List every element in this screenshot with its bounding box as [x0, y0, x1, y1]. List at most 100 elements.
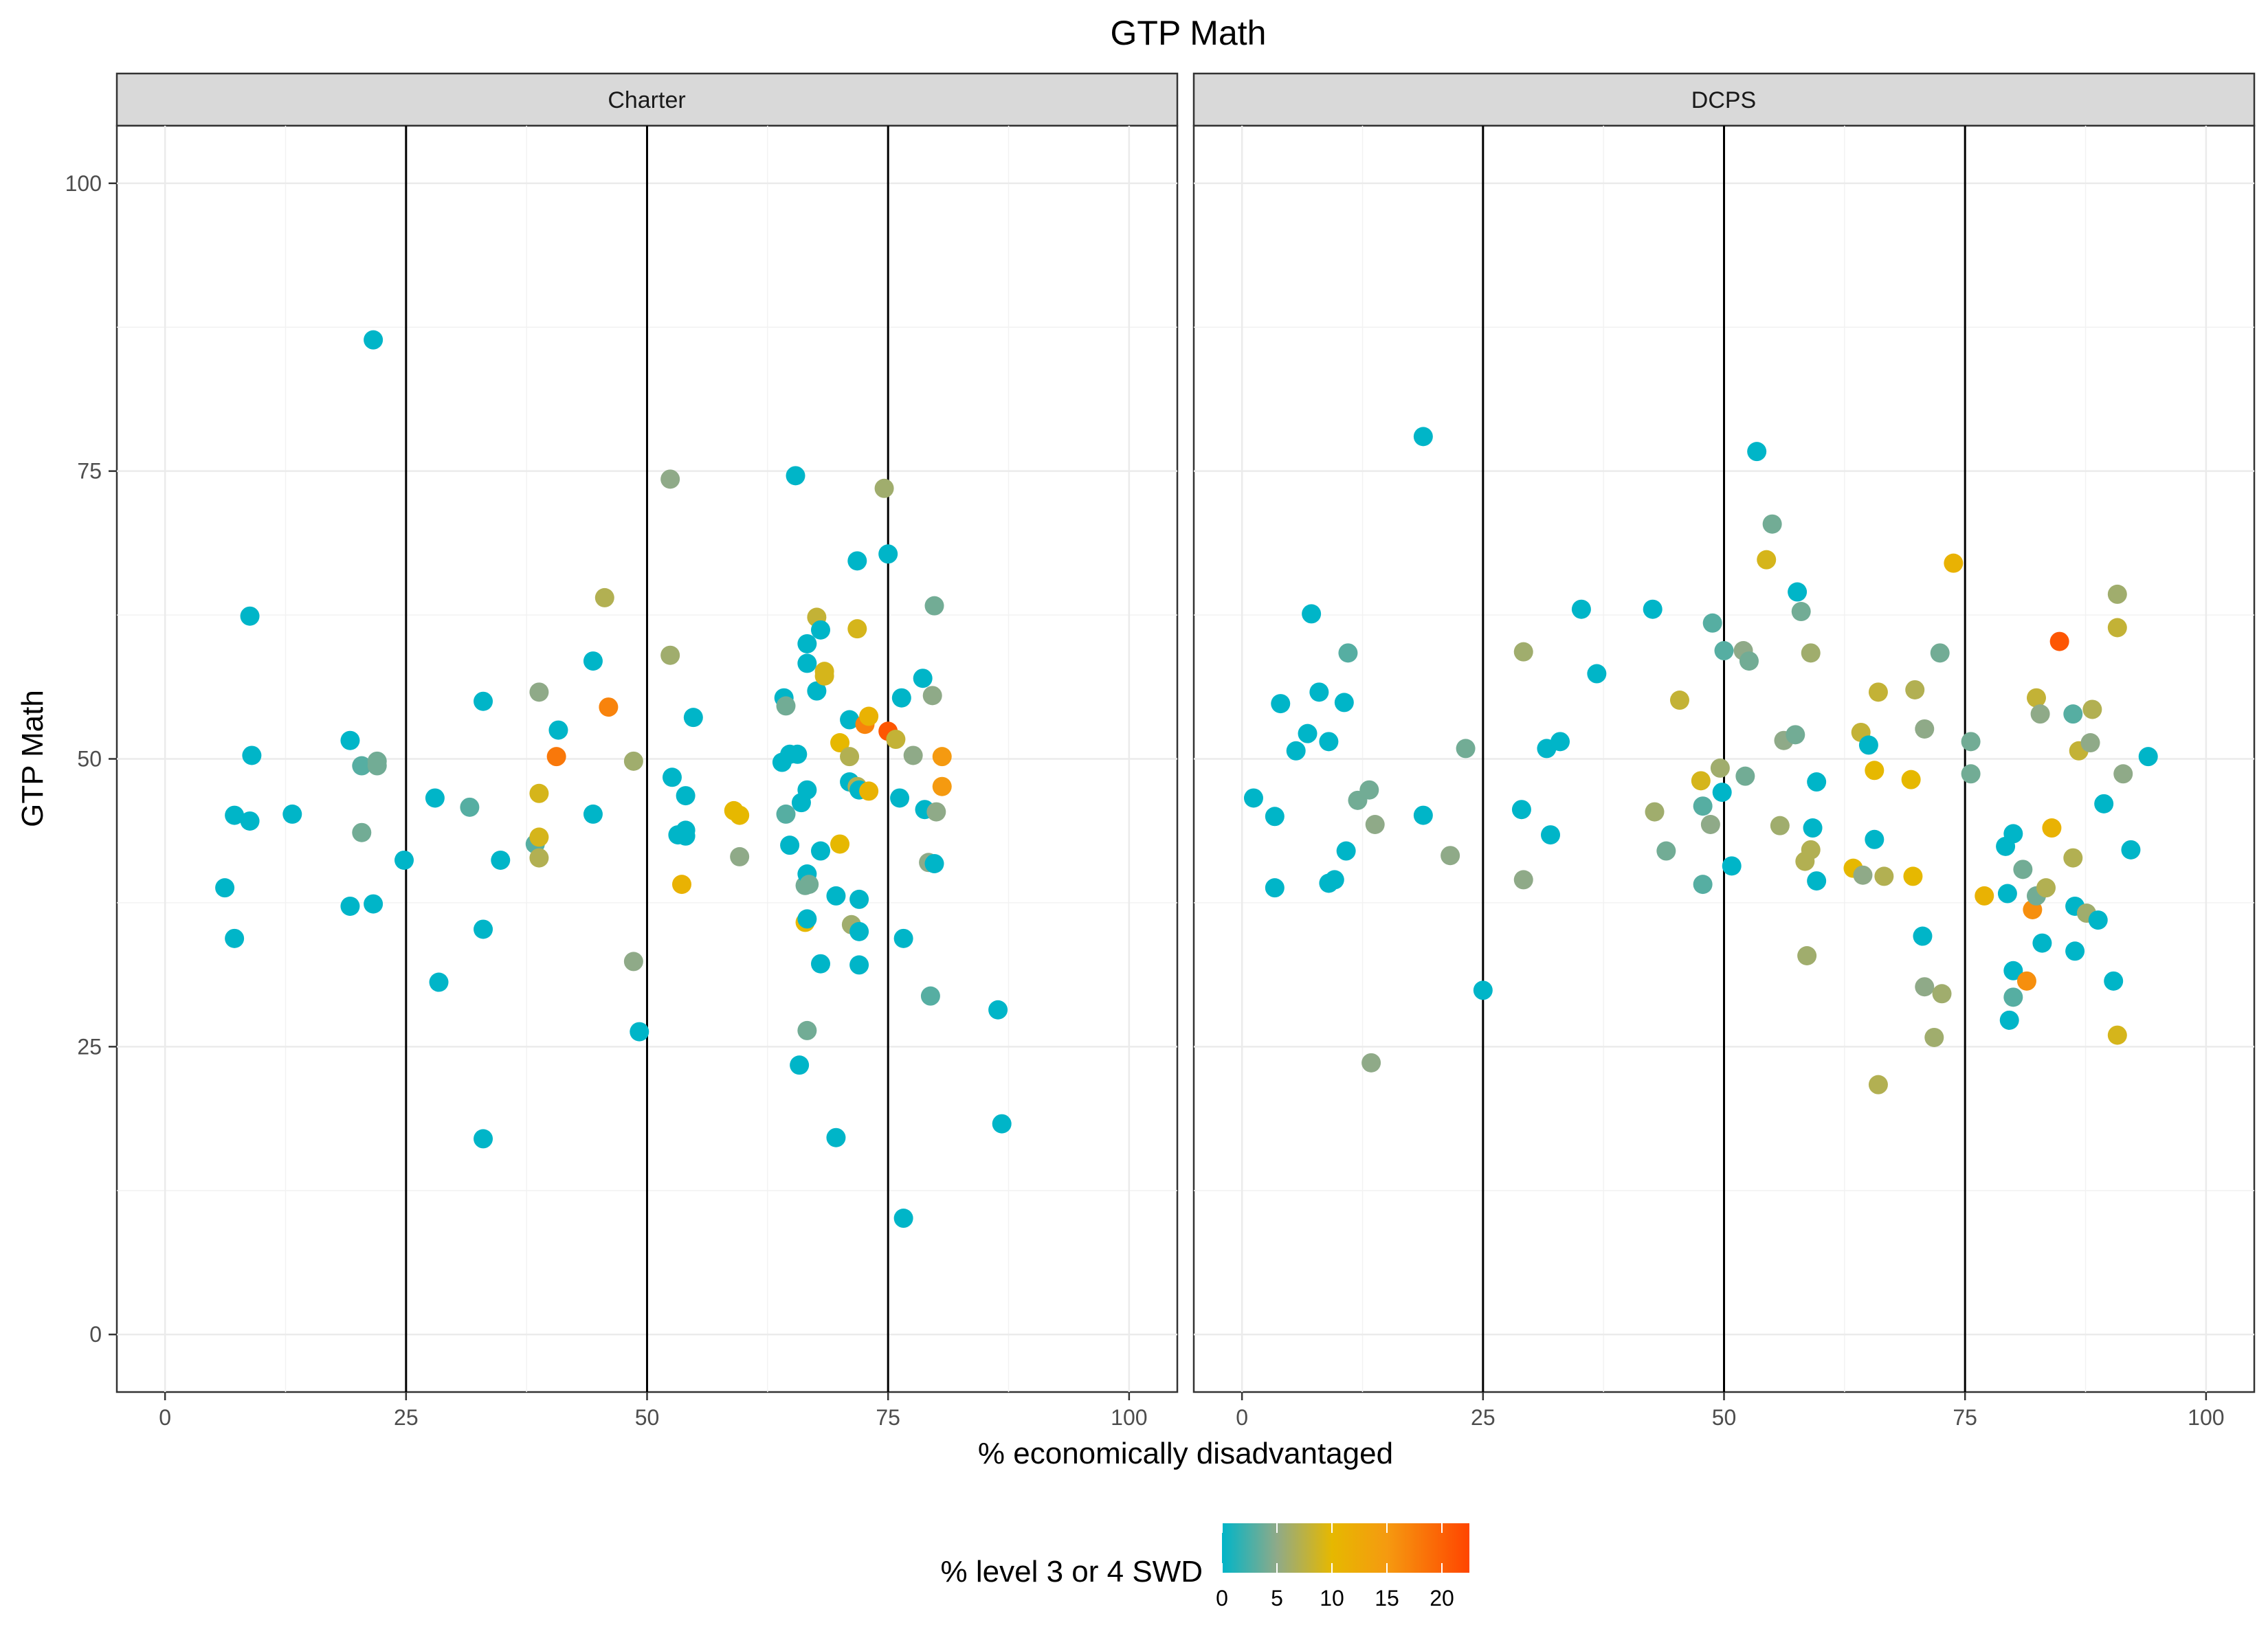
panel-dcps-points [1243, 427, 2158, 1095]
data-point [2030, 704, 2050, 724]
data-point [1361, 1053, 1381, 1073]
data-point [1868, 682, 1888, 702]
panel-dcps-reference-lines [1482, 126, 1966, 1392]
data-point [583, 804, 603, 824]
data-point [1511, 800, 1531, 820]
x-tick-label: 0 [1236, 1405, 1248, 1430]
panel-dcps-label: DCPS [1691, 87, 1756, 113]
data-point [1915, 977, 1935, 997]
data-point [1712, 783, 1732, 803]
data-point [364, 330, 383, 350]
data-point [797, 780, 817, 800]
data-point [242, 745, 262, 765]
data-point [1669, 691, 1689, 710]
color-legend-title: % level 3 or 4 SWD [941, 1555, 1203, 1589]
data-point [830, 733, 850, 753]
data-point [926, 802, 946, 822]
x-tick-label: 25 [394, 1405, 419, 1430]
data-point [2138, 747, 2158, 767]
data-point [429, 972, 449, 992]
data-point [849, 955, 869, 975]
data-point [474, 919, 493, 939]
y-tick-label: 25 [77, 1034, 102, 1059]
data-point [546, 747, 566, 767]
data-point [799, 875, 819, 895]
data-point [1693, 796, 1713, 816]
x-tick-label: 50 [635, 1405, 660, 1430]
data-point [225, 805, 245, 825]
data-point [2107, 618, 2127, 638]
data-point [1541, 825, 1561, 845]
data-point [859, 781, 879, 801]
data-point [1265, 878, 1285, 898]
data-point [730, 805, 750, 825]
data-point [891, 688, 911, 708]
legend-tick-label: 10 [1320, 1586, 1344, 1611]
data-point [1739, 651, 1759, 671]
data-point [671, 875, 691, 895]
data-point [1924, 1027, 1944, 1047]
data-point [2080, 733, 2100, 753]
data-point [924, 853, 944, 873]
data-point [662, 767, 682, 787]
data-point [583, 651, 603, 671]
legend-tick-label: 15 [1375, 1586, 1399, 1611]
data-point [840, 710, 860, 730]
data-point [807, 681, 827, 701]
data-point [2107, 584, 2127, 604]
x-tick-label: 25 [1471, 1405, 1496, 1430]
data-point [1905, 680, 1925, 699]
data-point [1714, 641, 1734, 661]
data-point [1786, 725, 1805, 745]
data-point [814, 666, 834, 686]
data-point [2049, 631, 2069, 651]
data-point [924, 596, 944, 616]
data-point [920, 986, 940, 1006]
data-point [1961, 764, 1981, 784]
data-point [992, 1114, 1012, 1134]
data-point [1413, 805, 1433, 825]
data-point [1803, 818, 1823, 838]
data-point [2016, 971, 2036, 991]
data-point [790, 1055, 810, 1075]
data-point [1997, 884, 2017, 904]
data-point [1770, 816, 1790, 835]
data-point [1710, 758, 1730, 778]
data-point [623, 751, 643, 771]
data-point [932, 747, 952, 767]
y-tick-label: 0 [89, 1322, 102, 1347]
data-point [529, 783, 549, 803]
x-tick-label: 100 [1111, 1405, 1147, 1430]
y-axis: 0 25 50 75 100 [65, 171, 117, 1347]
data-point [630, 1022, 649, 1042]
panel-charter-reference-lines [405, 126, 889, 1392]
data-point [1930, 643, 1950, 663]
data-point [352, 756, 372, 776]
data-point [1757, 550, 1777, 570]
data-point [810, 620, 830, 640]
data-point [364, 894, 383, 914]
data-point [1788, 582, 1808, 602]
data-point [859, 706, 879, 726]
data-point [2003, 987, 2023, 1007]
data-point [890, 788, 910, 808]
x-tick-label: 75 [1953, 1405, 1977, 1430]
data-point [1944, 553, 1964, 573]
data-point [240, 606, 260, 626]
data-point [1915, 719, 1935, 739]
data-point [683, 708, 703, 728]
legend-tick-label: 20 [1430, 1586, 1454, 1611]
data-point [660, 469, 680, 489]
data-point [594, 587, 614, 607]
data-point [893, 928, 913, 948]
data-point [922, 686, 942, 706]
data-point [786, 466, 805, 486]
data-point [623, 952, 643, 972]
data-point [849, 889, 869, 909]
data-point [460, 797, 480, 817]
data-point [676, 786, 696, 806]
data-point [1762, 514, 1782, 534]
data-point [1441, 846, 1460, 866]
data-point [797, 909, 817, 929]
x-tick-label: 100 [2188, 1405, 2224, 1430]
